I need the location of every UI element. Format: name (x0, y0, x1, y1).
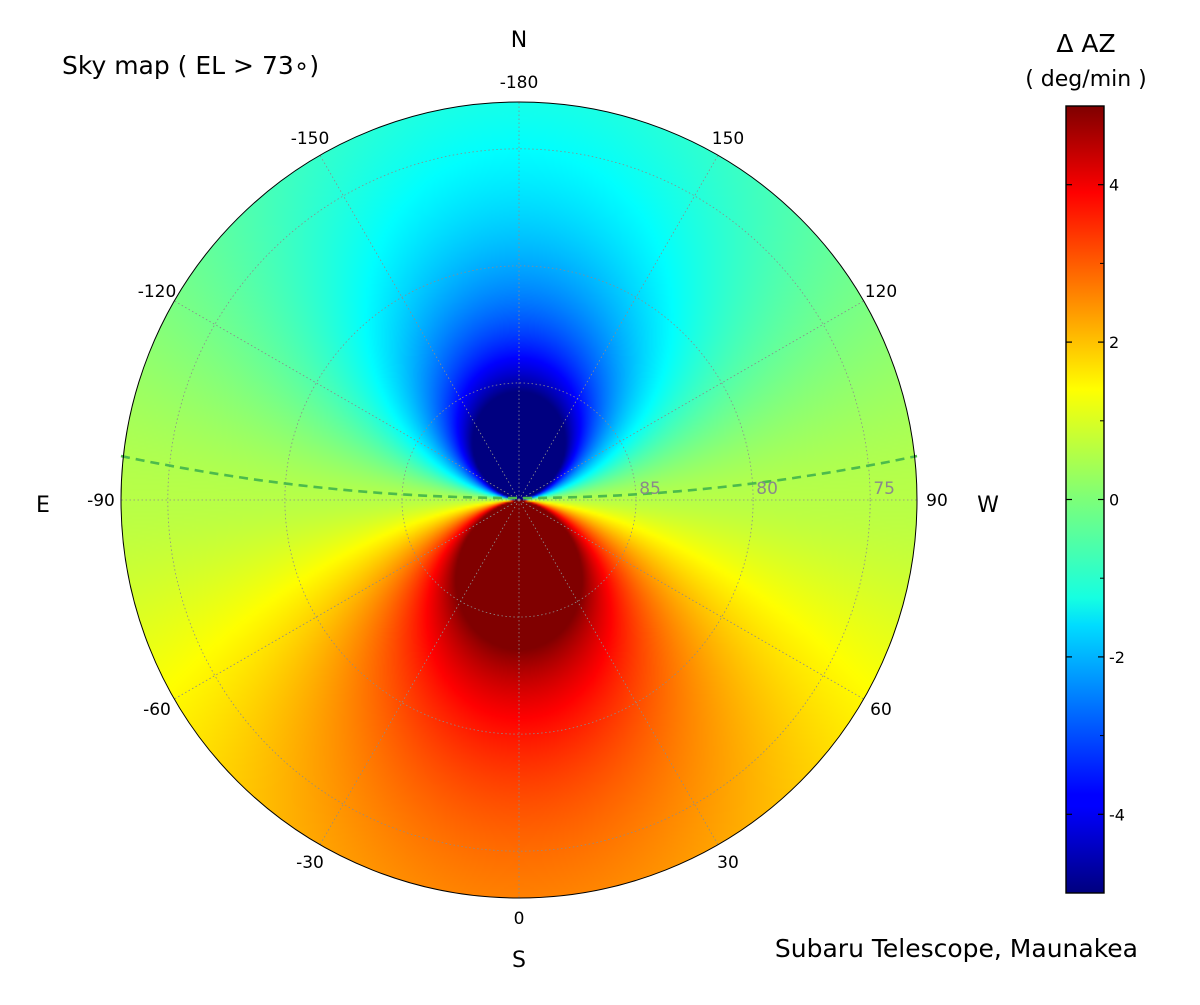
colorbar: Δ AZ ( deg/min ) -4 -2 0 2 4 (1025, 29, 1147, 894)
azimuth-tick-label: 60 (870, 700, 892, 720)
cardinal-east: E (36, 493, 50, 518)
azimuth-tick-label: -180 (500, 73, 539, 93)
elevation-gridline (284, 265, 754, 735)
azimuth-tick-label: -60 (143, 700, 171, 720)
colorbar-unit: ( deg/min ) (1025, 67, 1147, 92)
elevation-tick-label: 75 (873, 479, 895, 499)
colorbar-gradient (1065, 105, 1105, 894)
colorbar-title: Δ AZ (1056, 29, 1115, 58)
plot-boundary (120, 101, 918, 899)
azimuth-tick-label: -120 (138, 282, 177, 302)
elevation-tick-label: 85 (639, 479, 661, 499)
cardinal-west: W (977, 493, 999, 518)
azimuth-tick-label: -30 (296, 853, 324, 873)
elevation-gridline (167, 148, 871, 852)
elevation-tick-label: 80 (756, 479, 778, 499)
azimuth-tick-label: 0 (514, 909, 525, 929)
azimuth-tick-label: 150 (712, 129, 744, 149)
cardinal-north: N (511, 28, 527, 53)
azimuth-tick-label: -150 (291, 129, 330, 149)
cardinal-south: S (512, 948, 526, 973)
colorbar-tick-label: 4 (1109, 176, 1119, 195)
azimuth-tick-label: 120 (865, 282, 897, 302)
colorbar-tick-label: -4 (1109, 805, 1125, 824)
colorbar-ticks: -4 -2 0 2 4 (1066, 176, 1125, 824)
chart-title: Sky map ( EL > 73∘) (62, 51, 319, 80)
colorbar-tick-label: 0 (1109, 491, 1119, 510)
footer-caption: Subaru Telescope, Maunakea (775, 934, 1138, 963)
azimuth-tick-label: -90 (87, 491, 115, 511)
colorbar-tick-label: -2 (1109, 648, 1125, 667)
azimuth-tick-label: 90 (926, 491, 948, 511)
dashed-curve (120, 454, 918, 500)
azimuth-tick-label: 30 (717, 853, 739, 873)
azimuth-tick-labels: 0 30 60 90 120 150 -180 -150 -120 -90 -60 -30 (87, 73, 948, 929)
elevation-tick-labels: 85 80 75 (639, 479, 895, 499)
colorbar-tick-label: 2 (1109, 333, 1119, 352)
